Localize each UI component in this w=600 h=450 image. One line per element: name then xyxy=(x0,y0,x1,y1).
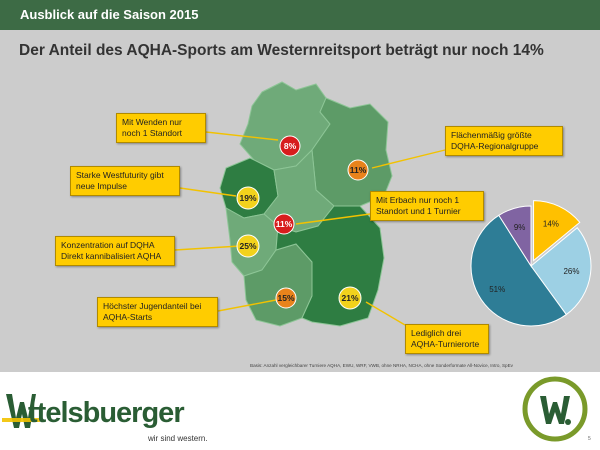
pie-slice-2 xyxy=(470,214,567,327)
section-header-bar: Ausblick auf die Saison 2015 xyxy=(0,0,600,30)
pie-label-0: 14% xyxy=(543,220,559,229)
badge-bw xyxy=(275,287,297,309)
pie-chart: 14% 26% 51% 9% xyxy=(470,200,592,327)
callout-groesste-regionalgruppe: Flächenmäßig größte DQHA-Regionalgruppe xyxy=(445,126,563,156)
map-region-east xyxy=(311,97,393,207)
germany-map: 14% 26% 51% 9% xyxy=(174,81,592,327)
company-slogan: wir sind western. xyxy=(148,434,208,443)
page-headline: Der Anteil des AQHA-Sports am Westernrei… xyxy=(19,42,544,59)
callout-turnierorte: Lediglich drei AQHA-Turnierorte xyxy=(405,324,489,354)
badge-label-nord: 8% xyxy=(283,141,297,151)
badge-ost xyxy=(347,159,369,181)
badge-label-mitte: 11% xyxy=(275,219,293,229)
section-title: Ausblick auf die Saison 2015 xyxy=(20,7,199,22)
pie-label-2: 51% xyxy=(489,285,505,294)
callout-westfuturity: Starke Westfuturity gibt neue Impulse xyxy=(70,166,180,196)
badge-nord xyxy=(279,135,301,157)
page-number: 5 xyxy=(588,436,591,442)
pie-label-1: 26% xyxy=(563,267,579,276)
source-note: Basis: Anzahl vergleichbarer Turniere AQ… xyxy=(250,363,513,368)
badge-label-bayern: 21% xyxy=(341,293,359,303)
badge-mitte xyxy=(273,213,295,235)
badge-label-west: 19% xyxy=(239,193,257,203)
logo-w-icon xyxy=(2,394,40,428)
emblem-icon xyxy=(522,376,588,442)
badge-label-bw: 15% xyxy=(277,293,295,303)
callout-wenden: Mit Wenden nur noch 1 Standort xyxy=(116,113,206,143)
footer xyxy=(0,372,600,450)
badge-label-suedwest: 25% xyxy=(239,241,257,251)
pie-label-3: 9% xyxy=(514,223,526,232)
badge-suedwest xyxy=(236,234,260,258)
callout-erbach: Mit Erbach nur noch 1 Standort und 1 Tur… xyxy=(370,191,484,221)
pie-slice-0 xyxy=(533,200,581,262)
badge-label-ost: 11% xyxy=(349,165,367,175)
pie-slice-1 xyxy=(530,227,592,316)
callout-dqha-direkt: Konzentration auf DQHA Direkt kannibalis… xyxy=(55,236,175,266)
pie-slice-3 xyxy=(498,205,532,268)
company-logo-text: ttelsbuerger xyxy=(28,397,185,429)
badge-west xyxy=(236,186,260,210)
callout-jugendanteil: Höchster Jugendanteil bei AQHA-Starts xyxy=(97,297,218,327)
badge-bayern xyxy=(338,286,362,310)
